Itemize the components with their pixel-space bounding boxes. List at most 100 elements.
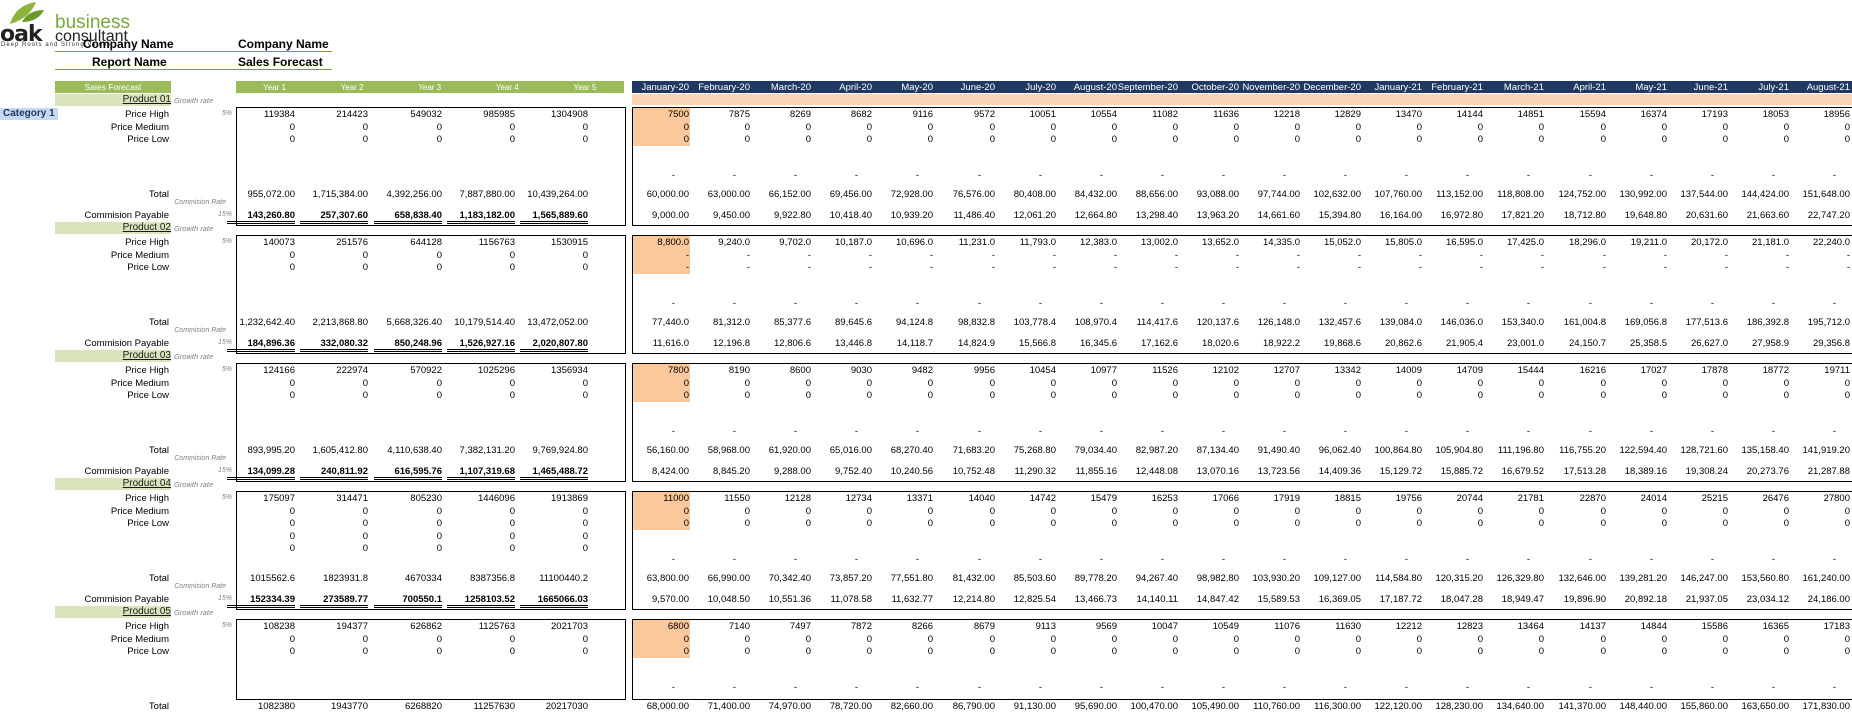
month-value-cell: 17193	[1701, 109, 1728, 120]
month-value-cell: 7800	[667, 365, 689, 376]
year-value-cell: 0	[436, 390, 442, 401]
product-name-tag[interactable]: Product 04	[55, 478, 171, 490]
month-total-cell: 71,400.00	[707, 701, 750, 712]
total-label: Total	[148, 317, 169, 328]
month-value-cell: 0	[1294, 646, 1300, 657]
month-value-cell: -	[1540, 249, 1544, 261]
month-commission-cell: 15,394.80	[1318, 210, 1361, 221]
year-value-cell: 0	[436, 134, 442, 145]
month-value-cell: 0	[1600, 134, 1606, 145]
year-commission-cell: 1,565,889.60	[520, 210, 588, 224]
month-value-cell: 0	[866, 518, 872, 529]
monthly-table-box	[632, 235, 1852, 354]
year-value-cell: 1156763	[478, 237, 515, 248]
year-value-cell: 124166	[263, 365, 295, 376]
price-row-label: Price High	[125, 109, 169, 120]
month-value-cell: 0	[1600, 518, 1606, 529]
month-commission-cell: 9,570.00	[652, 594, 689, 605]
month-value-cell: 0	[1600, 646, 1606, 657]
month-value-cell: -	[685, 249, 689, 261]
month-commission-cell: 18,047.28	[1440, 594, 1483, 605]
year-value-cell: 0	[582, 530, 588, 542]
month-value-cell: 17,425.0	[1507, 237, 1544, 248]
year-value-cell: 0	[289, 633, 295, 645]
year-value-cell: 0	[436, 530, 442, 542]
company-name-value[interactable]: Company Name	[238, 37, 329, 51]
month-commission-cell: 9,000.00	[652, 210, 689, 221]
month-commission-cell: 26,627.0	[1691, 338, 1728, 349]
month-commission-cell: 15,885.72	[1440, 466, 1483, 477]
month-total-cell: 68,000.00	[646, 701, 689, 712]
month-value-cell: -	[1785, 249, 1789, 261]
year-commission-cell: 1,107,319.68	[447, 466, 515, 480]
month-header-cell: April-21	[1573, 82, 1606, 93]
price-row-label: Price Low	[127, 518, 169, 529]
month-commission-cell: 12,214.80	[952, 594, 995, 605]
month-value-cell: 15479	[1090, 493, 1117, 504]
month-value-cell: 12707	[1273, 365, 1300, 376]
month-value-cell: 0	[744, 390, 750, 401]
month-value-cell: -	[1235, 262, 1239, 273]
month-total-cell: 161,240.00	[1802, 573, 1850, 584]
month-total-cell: 98,832.8	[958, 317, 995, 328]
month-value-cell: 13342	[1334, 365, 1361, 376]
month-value-cell: 14851	[1517, 109, 1544, 120]
product-name-tag[interactable]: Product 03	[55, 350, 171, 362]
year-value-cell: 0	[509, 518, 515, 529]
month-commission-cell: 10,240.56	[890, 466, 933, 477]
month-total-cell: 139,281.20	[1619, 573, 1667, 584]
month-value-cell: 0	[927, 134, 933, 145]
month-commission-cell: 12,825.54	[1013, 594, 1056, 605]
month-value-cell: 11636	[1213, 109, 1239, 120]
month-total-cell: 89,778.20	[1074, 573, 1117, 584]
dash-cell: -	[1526, 169, 1530, 181]
commission-percent: 15%	[217, 211, 232, 218]
month-commission-cell: 19,648.80	[1624, 210, 1667, 221]
month-value-cell: 7500	[667, 109, 689, 120]
month-value-cell: 13464	[1517, 621, 1544, 632]
month-total-cell: 109,127.00	[1313, 573, 1361, 584]
month-value-cell: 0	[866, 390, 872, 401]
dash-cell: -	[793, 297, 797, 309]
dash-cell: -	[1526, 425, 1530, 437]
month-commission-cell: 12,664.80	[1074, 210, 1117, 221]
month-commission-cell: 20,892.18	[1624, 594, 1667, 605]
month-commission-cell: 9,450.00	[713, 210, 750, 221]
month-value-cell: 0	[989, 134, 995, 145]
month-value-cell: 0	[1538, 633, 1544, 645]
product-name-tag[interactable]: Product 05	[55, 606, 171, 618]
month-value-cell: 12128	[784, 493, 811, 504]
year-value-cell: 0	[582, 390, 588, 401]
month-value-cell: 0	[1477, 377, 1483, 389]
month-value-cell: 0	[1233, 390, 1239, 401]
month-value-cell: 0	[1355, 633, 1361, 645]
month-total-cell: 63,000.00	[707, 189, 750, 200]
month-total-cell: 86,790.00	[952, 701, 995, 712]
month-total-cell: 85,503.60	[1013, 573, 1056, 584]
month-total-cell: 110,760.00	[1253, 701, 1300, 712]
header-underline	[55, 51, 332, 52]
month-commission-cell: 18,389.16	[1624, 466, 1667, 477]
month-total-cell: 137,544.00	[1680, 189, 1728, 200]
month-value-cell: 0	[1355, 390, 1361, 401]
month-value-cell: 10,187.0	[835, 237, 872, 248]
month-header-cell: January-21	[1374, 82, 1422, 93]
dash-cell: -	[1282, 425, 1286, 437]
month-total-cell: 66,152.00	[768, 189, 811, 200]
dash-cell: -	[671, 425, 675, 437]
month-value-cell: 12212	[1395, 621, 1422, 632]
month-value-cell: 21781	[1517, 493, 1544, 504]
month-commission-cell: 12,806.6	[774, 338, 811, 349]
month-total-cell: 169,056.8	[1624, 317, 1667, 328]
year-commission-cell: 332,080.32	[300, 338, 368, 352]
product-name-tag[interactable]: Product 01	[55, 94, 171, 106]
month-value-cell: 16216	[1579, 365, 1606, 376]
month-value-cell: 27800	[1823, 493, 1850, 504]
month-value-cell: 17878	[1701, 365, 1728, 376]
dash-cell: -	[1221, 297, 1225, 309]
month-commission-cell: 13,723.56	[1257, 466, 1300, 477]
product-name-tag[interactable]: Product 02	[55, 222, 171, 234]
report-name-value[interactable]: Sales Forecast	[238, 55, 323, 69]
month-value-cell: 0	[1294, 633, 1300, 645]
month-value-cell: -	[1357, 262, 1361, 273]
